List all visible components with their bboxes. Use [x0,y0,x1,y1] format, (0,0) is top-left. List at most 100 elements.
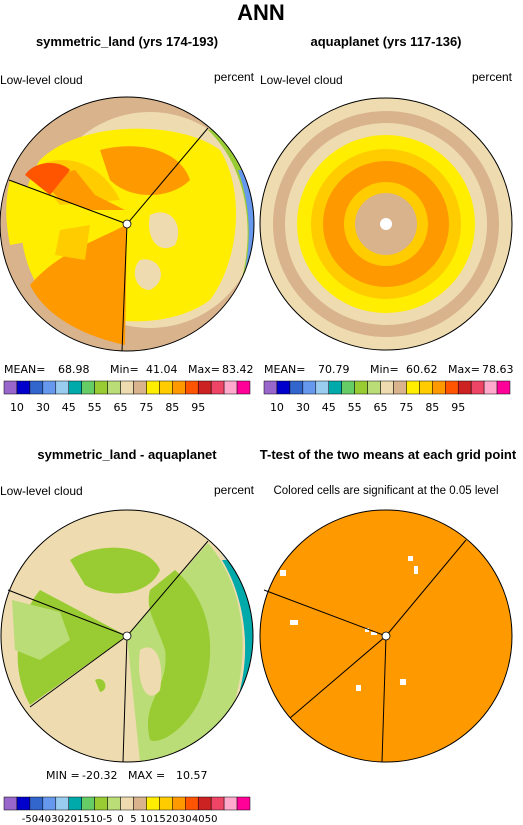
colorbar-tick-label: -5 [103,814,113,825]
colorbar-swatch [210,796,225,811]
polar-map [260,98,512,350]
colorbar-tick-label: 85 [165,401,179,414]
colorbar-swatch [210,380,225,395]
colorbar-swatch [197,380,212,395]
colorbar-swatch [159,380,173,395]
mean-value: 68.98 [58,363,90,376]
colorbar-tick-label: 30 [296,401,310,414]
colorbar-swatch [445,380,459,395]
min-value: 41.04 [146,363,178,376]
colorbar-tick-label: 55 [348,401,362,414]
panel-title: symmetric_land (yrs 174-193) [36,34,218,49]
colorbar-tick-label: 65 [114,401,128,414]
max-value: 10.57 [176,769,208,782]
colorbar-swatch [263,380,278,395]
colorbar-swatch [172,380,186,395]
colorbar-tick-label: 5 [130,814,136,825]
min-label: MIN = [46,769,80,782]
colorbar-swatch [107,796,121,811]
panel-title: symmetric_land - aquaplanet [37,447,217,462]
colorbar-tick-label: 20 [166,814,179,825]
variable-label: Low-level cloud [0,484,83,498]
colorbar-tick-label: 75 [139,401,153,414]
colorbar-swatch [496,380,511,395]
colorbar-tick-label: 30 [179,814,192,825]
colorbar-tick-label: -40 [35,814,51,825]
colorbar-swatch [223,796,238,811]
mean-value: 70.79 [318,363,350,376]
colorbar-swatch [406,380,420,395]
colorbar-swatch [94,796,108,811]
colorbar-tick-label: -30 [48,814,64,825]
variable-label: Low-level cloud [0,73,83,87]
colorbar-tick-label: 75 [399,401,413,414]
colorbar-tick-label: 50 [205,814,218,825]
colorbar-swatch [457,380,472,395]
colorbar-swatch [120,796,134,811]
colorbar-tick-label: -20 [61,814,77,825]
min-value: 60.62 [406,363,438,376]
colorbar-swatch [236,796,251,811]
figure-title: ANN [237,0,285,25]
panel-title: aquaplanet (yrs 117-136) [310,34,461,49]
colorbar: -50-40-30-20-15-10 -5 0 5 10 15 20 30 40 50 [3,796,251,825]
min-value: -20.32 [82,769,117,782]
colorbar-swatch [393,380,407,395]
colorbar: 10 30 45 55 65 75 85 95 [3,380,251,414]
colorbar-tick-label: 95 [451,401,465,414]
colorbar-tick-label: -50 [22,814,38,825]
colorbar-tick-label: 15 [153,814,166,825]
colorbar-swatch [328,380,342,395]
colorbar-swatch [276,380,291,395]
colorbar-swatch [380,380,394,395]
colorbar-swatch [3,796,18,811]
colorbar-tick-label: 10 [140,814,153,825]
colorbar-tick-label: 10 [270,401,284,414]
colorbar-swatch [236,380,251,395]
units-label: percent [214,483,255,497]
colorbar-swatch [29,796,44,811]
colorbar-swatch [29,380,44,395]
colorbar-swatch [185,796,199,811]
colorbar-swatch [133,380,147,395]
colorbar-swatch [120,380,134,395]
colorbar-tick-label: 55 [88,401,102,414]
colorbar-swatch [81,380,95,395]
colorbar-swatch [42,380,57,395]
colorbar-tick-label: -10 [86,814,102,825]
colorbar-swatch [315,380,329,395]
colorbar-swatch [16,796,31,811]
colorbar-swatch [94,380,108,395]
colorbar-swatch [68,380,82,395]
panel-symmetric-land: symmetric_land (yrs 174-193) Low-level c… [0,34,255,414]
colorbar: 10 30 45 55 65 75 85 95 [263,380,511,414]
colorbar-swatch [432,380,446,395]
units-label: percent [472,70,513,84]
variable-label: Low-level cloud [260,73,343,87]
colorbar-swatch [367,380,381,395]
panel-difference: symmetric_land - aquaplanet Low-level cl… [0,447,255,825]
colorbar-swatch [341,380,355,395]
min-label: Min= [370,363,399,376]
colorbar-swatch [483,380,498,395]
max-value: 78.63 [482,363,514,376]
colorbar-tick-label: 45 [62,401,76,414]
min-label: Min= [110,363,139,376]
colorbar-swatch [107,380,121,395]
colorbar-swatch [354,380,368,395]
colorbar-swatch [223,380,238,395]
colorbar-tick-label: 85 [425,401,439,414]
colorbar-swatch [55,796,69,811]
colorbar-swatch [81,796,95,811]
colorbar-swatch [146,796,160,811]
colorbar-tick-label: 0 [117,814,123,825]
max-label: MAX = [128,769,165,782]
panel-subtitle: Colored cells are significant at the 0.0… [273,485,498,497]
panel-aquaplanet: aquaplanet (yrs 117-136) Low-level cloud… [259,34,514,414]
colorbar-tick-label: 10 [10,401,24,414]
colorbar-tick-label: -15 [74,814,90,825]
colorbar-tick-label: 30 [36,401,50,414]
colorbar-swatch [42,796,57,811]
colorbar-swatch [133,796,147,811]
